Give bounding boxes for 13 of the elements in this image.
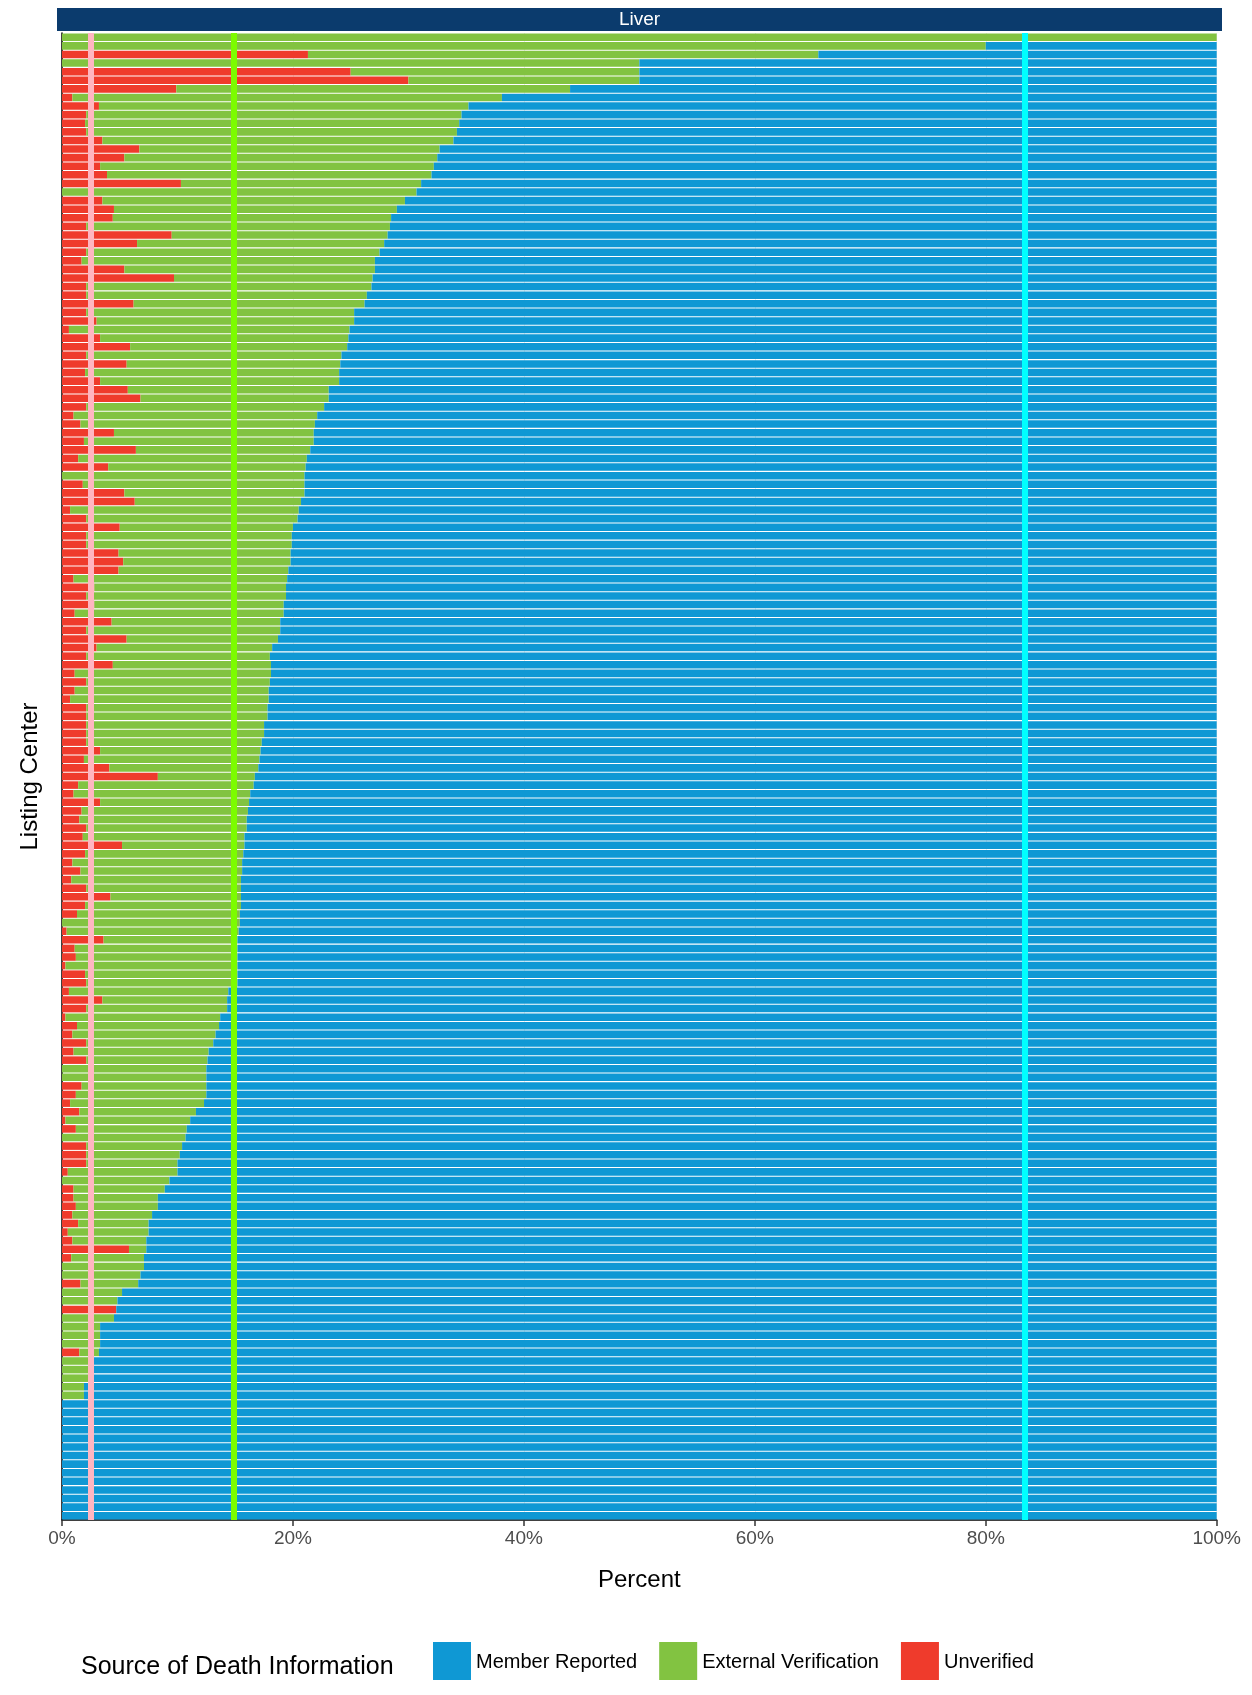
x-tick-label: 60%	[735, 1527, 774, 1548]
y-axis-title: Listing Center	[14, 702, 42, 851]
x-tick-label: 20%	[273, 1527, 313, 1548]
legend-label: External Verification	[702, 1650, 879, 1672]
legend-title: Source of Death Information	[81, 1650, 394, 1679]
legend-label: Member Reported	[476, 1650, 638, 1672]
x-tick-label: 100%	[1192, 1527, 1242, 1548]
chart-title: Liver	[618, 8, 661, 29]
x-tick-label: 40%	[504, 1527, 543, 1548]
x-tick-label: 0%	[48, 1527, 76, 1548]
x-axis-title: Percent	[597, 1564, 682, 1592]
legend-label: Unverified	[943, 1650, 1034, 1672]
x-tick-label: 80%	[966, 1527, 1005, 1548]
